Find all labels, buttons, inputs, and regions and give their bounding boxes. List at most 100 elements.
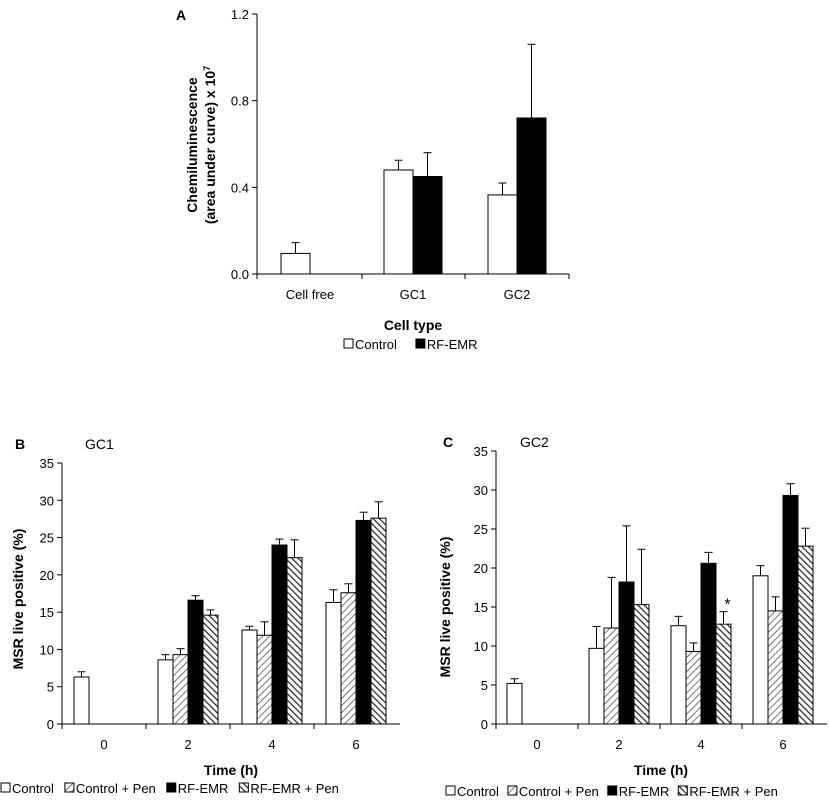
bar-control-2 xyxy=(588,647,605,725)
x-tick-label: 2 xyxy=(184,737,191,752)
panel-c-x-ticks: 0 2 4 6 xyxy=(495,724,787,752)
legend-swatch-control xyxy=(343,338,354,349)
legend-label-control: Control xyxy=(457,784,499,799)
legend-label-rf-emr: RF-EMR xyxy=(178,781,229,796)
panel-a-ylabel-line1: Chemiluminescence xyxy=(184,77,200,213)
panel-a-chart: A 0.0 0.4 0.8 1.2 Chemiluminescence (area u… xyxy=(176,7,570,352)
bar-control-2 xyxy=(157,659,174,725)
y-tick-label: 0.4 xyxy=(231,180,249,195)
y-tick-label: 10 xyxy=(474,639,488,654)
panel-b-x-ticks: 0 2 4 6 xyxy=(61,724,360,752)
legend-label-rf-emr-pen: RF-EMR + Pen xyxy=(689,784,778,799)
y-tick-label: 1.2 xyxy=(231,7,249,22)
bar-control-pen-4 xyxy=(685,650,702,725)
bar-control-4 xyxy=(670,625,687,725)
y-tick-label: 0.8 xyxy=(231,94,249,109)
y-tick-label: 5 xyxy=(47,680,54,695)
bar-control-pen-2 xyxy=(172,654,189,725)
x-tick-label: 2 xyxy=(615,737,622,752)
bar-rf-emr-pen-2 xyxy=(202,614,219,725)
significance-marker: * xyxy=(724,597,730,614)
bar-control-gc2 xyxy=(487,194,518,275)
legend-label-rf-emr: RF-EMR xyxy=(619,784,670,799)
panel-a-letter: A xyxy=(176,7,186,23)
legend-label-control: Control xyxy=(12,781,54,796)
bar-rf-emr-2 xyxy=(618,581,635,725)
legend-label-rf-emr-pen: RF-EMR + Pen xyxy=(250,781,339,796)
bar-control-cell-free xyxy=(280,252,311,275)
bar-control-pen-6 xyxy=(767,610,784,725)
panel-c-y-ticks: 0 5 10 15 20 25 30 35 xyxy=(474,444,496,732)
legend-swatch-rf-emr-pen xyxy=(677,785,688,796)
bar-rf-emr-gc2 xyxy=(516,117,547,275)
legend-label-control-pen: Control + Pen xyxy=(519,784,599,799)
bar-control-4 xyxy=(241,629,258,725)
panel-b-axes xyxy=(61,463,400,725)
bar-control-pen-4 xyxy=(256,634,273,725)
bar-rf-emr-6 xyxy=(355,519,372,725)
panel-b-title: GC1 xyxy=(85,436,114,452)
legend-swatch-control-pen xyxy=(64,782,75,793)
panel-c-xlabel: Time (h) xyxy=(634,762,688,778)
panel-a-xlabel: Cell type xyxy=(384,317,443,333)
bar-control-pen-2 xyxy=(603,627,620,725)
bar-rf-emr-6 xyxy=(782,494,799,725)
bar-control-6 xyxy=(325,601,342,725)
panel-c-title: GC2 xyxy=(520,434,549,450)
legend-swatch-control xyxy=(0,782,11,793)
y-tick-label: 25 xyxy=(474,522,488,537)
panel-a-axes xyxy=(256,14,569,275)
legend-swatch-rf-emr xyxy=(166,782,177,793)
x-tick-label: GC1 xyxy=(400,287,427,302)
bar-rf-emr-2 xyxy=(187,599,204,725)
x-tick-label: 0 xyxy=(100,737,107,752)
x-tick-label: GC2 xyxy=(504,287,531,302)
x-tick-label: Cell free xyxy=(286,287,334,302)
panel-a-y-ticks: 0.0 0.4 0.8 1.2 xyxy=(231,7,257,282)
y-tick-label: 10 xyxy=(40,642,54,657)
x-tick-label: 6 xyxy=(352,737,359,752)
y-tick-label: 5 xyxy=(481,678,488,693)
panel-c-axes xyxy=(495,451,827,725)
x-tick-label: 4 xyxy=(268,737,275,752)
bar-control-6 xyxy=(752,575,769,725)
legend-label-rf-emr: RF-EMR xyxy=(427,337,478,352)
panel-a-bars xyxy=(280,43,547,275)
bar-rf-emr-pen-4 xyxy=(286,557,303,725)
panel-b-letter: B xyxy=(15,436,25,452)
y-tick-label: 0 xyxy=(47,717,54,732)
legend-label-control-pen: Control + Pen xyxy=(76,781,156,796)
bar-control-gc1 xyxy=(383,169,414,275)
bar-control-pen-6 xyxy=(340,592,357,725)
panel-a-ylabel-line2: (area under curve) x 107 xyxy=(202,66,218,224)
bar-control-0 xyxy=(73,676,90,725)
panel-c-ylabel: MSR live positive (%) xyxy=(437,537,453,678)
panel-b-xlabel: Time (h) xyxy=(204,762,258,778)
panel-a-legend: Control RF-EMR xyxy=(343,337,478,352)
x-tick-label: 0 xyxy=(533,737,540,752)
y-tick-label: 35 xyxy=(474,444,488,459)
panel-b-bars xyxy=(73,501,387,725)
y-tick-label: 25 xyxy=(40,531,54,546)
bar-rf-emr-gc1 xyxy=(412,176,443,275)
y-tick-label: 15 xyxy=(474,600,488,615)
legend-swatch-rf-emr xyxy=(415,338,426,349)
legend-label-control: Control xyxy=(355,337,397,352)
bar-control-0 xyxy=(506,682,523,725)
bar-rf-emr-pen-6 xyxy=(797,545,814,725)
panel-c-bars: * xyxy=(506,483,814,725)
panel-b-ylabel: MSR live positive (%) xyxy=(10,529,26,670)
y-tick-label: 30 xyxy=(474,483,488,498)
legend-swatch-rf-emr-pen xyxy=(238,782,249,793)
y-tick-label: 20 xyxy=(40,568,54,583)
panel-c-legend: Control Control + Pen RF-EMR RF-EMR + Pen xyxy=(445,784,778,799)
y-tick-label: 30 xyxy=(40,493,54,508)
y-tick-label: 35 xyxy=(40,456,54,471)
panel-a-x-ticks: Cell free GC1 GC2 xyxy=(256,274,570,302)
panel-b-legend: Control Control + Pen RF-EMR RF-EMR + Pen xyxy=(0,781,339,796)
legend-swatch-rf-emr xyxy=(607,785,618,796)
legend-swatch-control xyxy=(445,785,456,796)
